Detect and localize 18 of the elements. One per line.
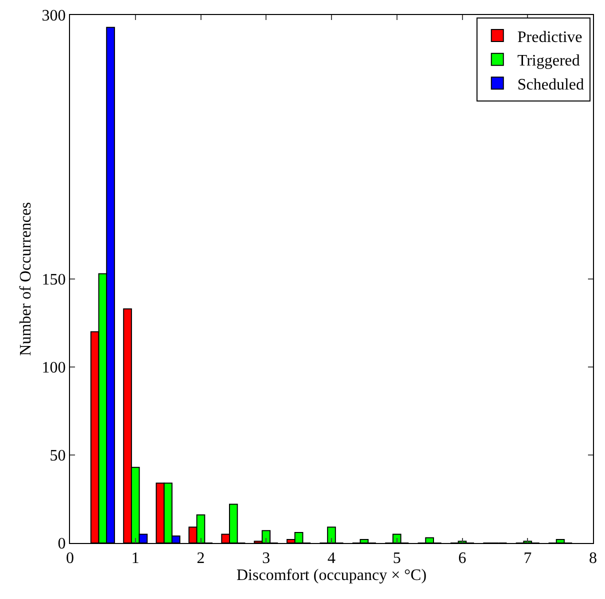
y-tick-label: 50 <box>50 448 66 465</box>
y-axis-title: Number of Occurrences <box>18 202 35 356</box>
legend-label: Predictive <box>517 28 582 46</box>
legend-label: Triggered <box>517 52 580 70</box>
y-tick-label: 100 <box>42 360 66 377</box>
x-tick-label: 5 <box>392 550 401 568</box>
x-tick-label: 6 <box>458 550 466 568</box>
x-tick-label: 7 <box>524 550 532 568</box>
x-tick-label: 3 <box>262 550 270 568</box>
legend-label: Scheduled <box>517 76 584 94</box>
x-tick-label: 8 <box>589 550 597 568</box>
y-tick-label: 150 <box>42 272 66 289</box>
x-tick-label: 4 <box>328 550 336 568</box>
x-axis-title: Discomfort (occupancy × °C) <box>236 567 427 584</box>
y-tick-label: 300 <box>42 8 66 25</box>
y-tick-label: 0 <box>58 536 66 553</box>
x-tick-label: 2 <box>196 550 205 568</box>
x-tick-label: 1 <box>131 550 140 568</box>
